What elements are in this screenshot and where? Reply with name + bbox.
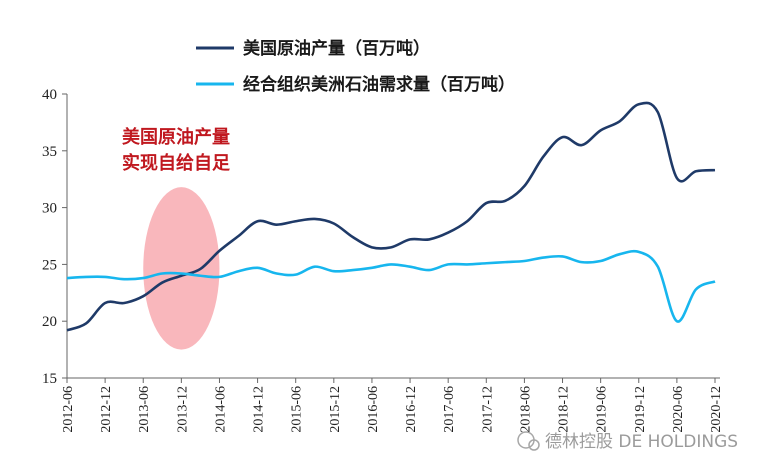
series-line-oecd-americas-demand <box>66 249 716 323</box>
x-tick-label: 2013-12 <box>175 386 190 433</box>
x-tick-label: 2020-12 <box>709 386 724 433</box>
watermark: 德林控股 DE HOLDINGS <box>517 431 738 452</box>
y-ticks: 15 20 25 30 35 40 <box>42 87 67 387</box>
annotation-line-1: 美国原油产量 <box>122 126 230 148</box>
x-tick-label: 2017-06 <box>442 386 457 433</box>
x-tick-label: 2019-06 <box>595 386 610 433</box>
legend-label-oecd-americas-demand: 经合组织美洲石油需求量（百万吨） <box>243 74 515 95</box>
x-ticks: 2012-06 2012-12 2013-06 2013-12 2014-06 2014-… <box>61 378 724 433</box>
x-tick-label: 2012-12 <box>99 386 114 433</box>
x-tick-label: 2020-06 <box>671 386 686 433</box>
x-tick-label: 2012-06 <box>61 386 76 433</box>
x-tick-label: 2019-12 <box>633 386 648 433</box>
x-tick-label: 2015-12 <box>328 386 343 433</box>
x-tick-label: 2018-06 <box>518 386 533 433</box>
y-tick-label: 30 <box>42 201 57 217</box>
x-tick-label: 2018-12 <box>557 386 572 433</box>
series-lines <box>66 101 716 332</box>
series-line-us-crude-production <box>66 101 716 332</box>
x-tick-label: 2014-12 <box>252 386 267 433</box>
legend-label-us-crude-production: 美国原油产量（百万吨） <box>243 38 430 59</box>
annotation-line-2: 实现自给自足 <box>122 152 230 174</box>
y-tick-label: 35 <box>42 144 57 160</box>
x-tick-label: 2015-06 <box>290 386 305 433</box>
x-tick-label: 2016-12 <box>404 386 419 433</box>
y-tick-label: 40 <box>42 87 57 103</box>
y-tick-label: 15 <box>42 371 57 387</box>
self-sufficiency-highlight <box>143 187 220 350</box>
watermark-text: 德林控股 DE HOLDINGS <box>545 432 738 452</box>
wechat-icon-inner <box>528 439 540 451</box>
x-tick-label: 2013-06 <box>137 386 152 433</box>
y-tick-label: 25 <box>42 257 57 273</box>
y-tick-label: 20 <box>42 314 57 330</box>
x-tick-label: 2014-06 <box>213 386 228 433</box>
axes <box>66 94 720 379</box>
legend: 美国原油产量（百万吨） 经合组织美洲石油需求量（百万吨） <box>196 38 515 95</box>
x-tick-label: 2016-06 <box>366 386 381 433</box>
x-tick-label: 2017-12 <box>480 386 495 433</box>
